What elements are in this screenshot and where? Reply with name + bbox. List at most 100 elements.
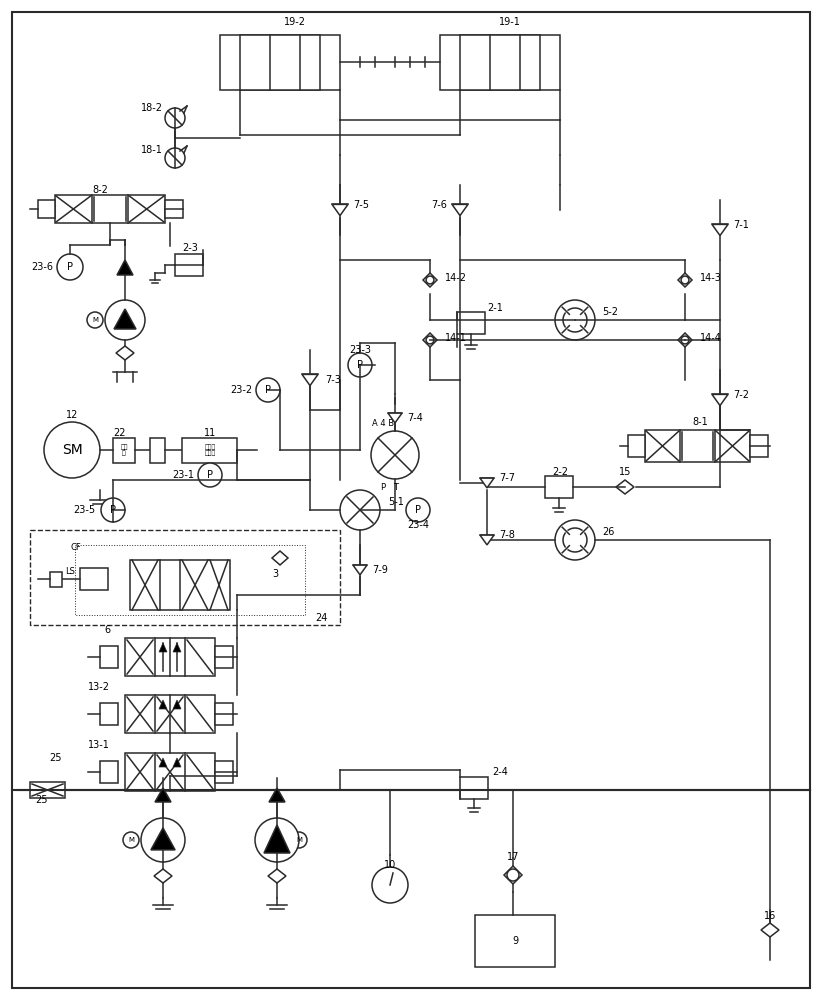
Polygon shape bbox=[173, 758, 181, 767]
Bar bbox=[645, 430, 750, 462]
Circle shape bbox=[681, 276, 689, 284]
Bar bbox=[75, 545, 305, 615]
Text: 16: 16 bbox=[764, 911, 776, 921]
Text: 2-2: 2-2 bbox=[552, 467, 568, 477]
Bar bbox=[475, 915, 555, 967]
Bar bbox=[182, 438, 237, 463]
Text: 9: 9 bbox=[512, 936, 518, 946]
Polygon shape bbox=[151, 828, 175, 850]
Polygon shape bbox=[159, 643, 167, 652]
Text: SM: SM bbox=[62, 443, 82, 457]
Circle shape bbox=[291, 832, 307, 848]
Bar bbox=[130, 560, 230, 610]
Bar bbox=[30, 530, 340, 625]
Polygon shape bbox=[678, 273, 692, 287]
Polygon shape bbox=[712, 224, 728, 236]
Bar bbox=[113, 438, 135, 463]
Text: 2-3: 2-3 bbox=[182, 243, 198, 253]
Text: 18-2: 18-2 bbox=[141, 103, 163, 113]
Text: 转扭角
速矩度: 转扭角 速矩度 bbox=[205, 444, 215, 456]
Bar bbox=[440, 35, 560, 90]
Polygon shape bbox=[452, 204, 468, 216]
Text: 5-2: 5-2 bbox=[602, 307, 618, 317]
Circle shape bbox=[44, 422, 100, 478]
Text: 5-1: 5-1 bbox=[388, 497, 404, 507]
Text: LS: LS bbox=[65, 568, 75, 576]
Text: 7-1: 7-1 bbox=[733, 220, 749, 230]
Bar bbox=[30, 782, 65, 798]
Bar bbox=[55, 195, 165, 223]
Polygon shape bbox=[155, 788, 171, 802]
Circle shape bbox=[101, 498, 125, 522]
Text: 23-6: 23-6 bbox=[31, 262, 53, 272]
Text: M: M bbox=[128, 837, 134, 843]
Text: A 4 B: A 4 B bbox=[372, 418, 394, 428]
Circle shape bbox=[371, 431, 419, 479]
Polygon shape bbox=[154, 869, 172, 883]
Text: 17: 17 bbox=[507, 852, 520, 862]
Text: M: M bbox=[92, 317, 98, 323]
Polygon shape bbox=[114, 309, 136, 329]
Text: 25: 25 bbox=[35, 795, 48, 805]
Polygon shape bbox=[761, 923, 779, 937]
Polygon shape bbox=[504, 866, 522, 884]
Text: 15: 15 bbox=[619, 467, 631, 477]
Circle shape bbox=[105, 300, 145, 340]
Text: P: P bbox=[67, 262, 73, 272]
Bar bbox=[215, 703, 233, 725]
Text: 限扭
器: 限扭 器 bbox=[120, 444, 127, 456]
Text: 19-2: 19-2 bbox=[284, 17, 306, 27]
Polygon shape bbox=[332, 204, 348, 216]
Bar bbox=[125, 695, 215, 733]
Bar bbox=[100, 703, 118, 725]
Circle shape bbox=[141, 818, 185, 862]
Bar bbox=[460, 777, 488, 799]
Text: 22: 22 bbox=[113, 428, 126, 438]
Text: 12: 12 bbox=[66, 410, 78, 420]
Circle shape bbox=[348, 353, 372, 377]
Text: 8-1: 8-1 bbox=[692, 417, 708, 427]
Bar bbox=[457, 312, 485, 334]
Polygon shape bbox=[480, 535, 494, 545]
Text: 7-6: 7-6 bbox=[431, 200, 447, 210]
Text: 23-1: 23-1 bbox=[172, 470, 194, 480]
Text: 10: 10 bbox=[384, 860, 396, 870]
Text: 23-2: 23-2 bbox=[230, 385, 252, 395]
Circle shape bbox=[507, 869, 519, 881]
Text: 7-8: 7-8 bbox=[499, 530, 515, 540]
Text: 24: 24 bbox=[316, 613, 328, 623]
Circle shape bbox=[87, 312, 103, 328]
Text: 7-3: 7-3 bbox=[325, 375, 341, 385]
Circle shape bbox=[165, 148, 185, 168]
Text: 13-2: 13-2 bbox=[88, 682, 110, 692]
Bar bbox=[150, 438, 165, 463]
Bar bbox=[38, 200, 55, 218]
Polygon shape bbox=[388, 413, 402, 423]
Polygon shape bbox=[173, 643, 181, 652]
Circle shape bbox=[406, 498, 430, 522]
Text: 25: 25 bbox=[48, 753, 62, 763]
Circle shape bbox=[57, 254, 83, 280]
Text: M: M bbox=[296, 837, 302, 843]
Bar bbox=[80, 568, 108, 590]
Text: 18-1: 18-1 bbox=[141, 145, 163, 155]
Text: 19-1: 19-1 bbox=[499, 17, 521, 27]
Circle shape bbox=[256, 378, 280, 402]
Text: 7-5: 7-5 bbox=[353, 200, 369, 210]
Bar bbox=[460, 35, 540, 90]
Text: P: P bbox=[265, 385, 271, 395]
Text: P: P bbox=[110, 505, 116, 515]
Bar bbox=[50, 572, 62, 587]
Polygon shape bbox=[173, 700, 181, 709]
Text: P: P bbox=[415, 505, 421, 515]
Polygon shape bbox=[480, 478, 494, 488]
Polygon shape bbox=[159, 700, 167, 709]
Polygon shape bbox=[268, 869, 286, 883]
Bar bbox=[100, 646, 118, 668]
Polygon shape bbox=[616, 480, 634, 494]
Text: 11: 11 bbox=[204, 428, 216, 438]
Text: 3: 3 bbox=[272, 569, 278, 579]
Polygon shape bbox=[264, 825, 290, 853]
Circle shape bbox=[426, 336, 434, 344]
Text: 13-1: 13-1 bbox=[88, 740, 110, 750]
